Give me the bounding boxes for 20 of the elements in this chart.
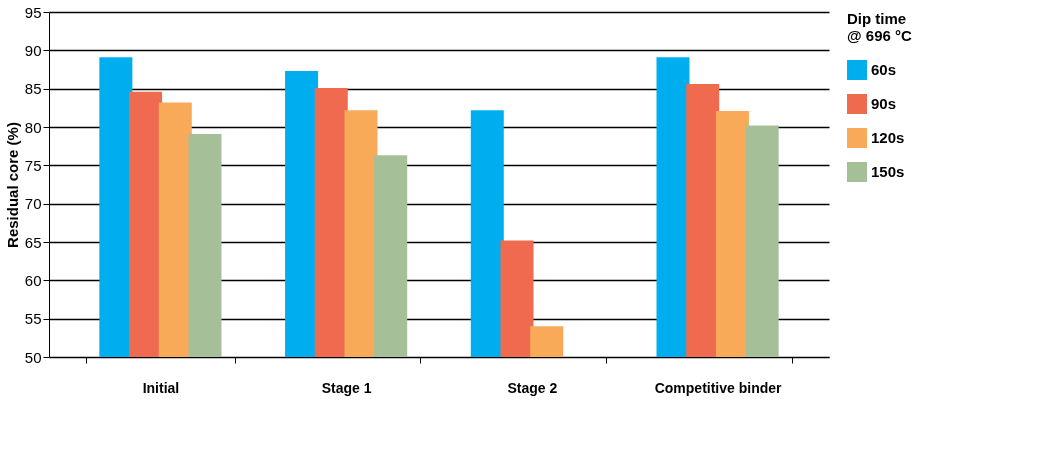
y-tick-label: 90 — [24, 41, 42, 59]
x-tick-label: Stage 1 — [321, 379, 372, 396]
y-tick-label: 75 — [24, 156, 42, 174]
y-tick-label: 95 — [24, 3, 42, 21]
y-tick-label: 85 — [24, 80, 42, 98]
x-tick-label: Stage 2 — [507, 379, 558, 396]
legend-title: Dip time @ 696 °C — [847, 10, 912, 44]
y-axis-title: Residual core (%) — [3, 122, 21, 248]
legend-label: 90s — [871, 95, 897, 112]
y-tick-label: 50 — [24, 348, 42, 366]
x-tick-label: Initial — [142, 379, 180, 396]
y-tick-label: 55 — [24, 310, 42, 328]
x-tick-label: Competitive binder — [654, 379, 783, 396]
y-tick-label: 60 — [24, 271, 42, 289]
y-tick-label: 70 — [24, 195, 42, 213]
legend-label: 120s — [871, 129, 905, 146]
y-tick-label: 65 — [24, 233, 42, 251]
legend-label: 60s — [871, 61, 897, 78]
y-tick-label: 80 — [24, 118, 42, 136]
legend-label: 150s — [871, 163, 905, 180]
